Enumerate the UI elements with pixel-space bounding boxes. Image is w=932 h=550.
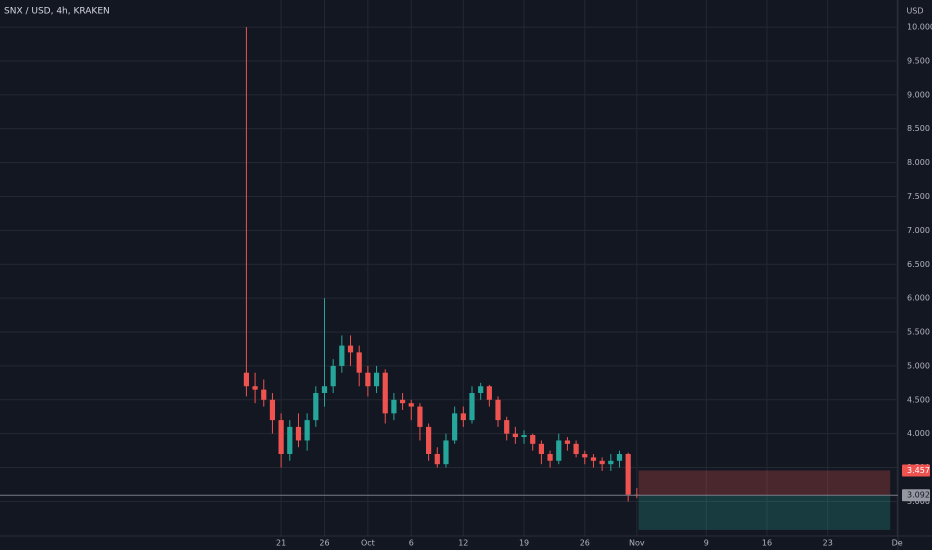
candle-body [547, 454, 553, 461]
x-tick-label: 9 [704, 539, 709, 548]
candle-body [399, 399, 406, 404]
candle-body [434, 454, 440, 465]
target-zone [638, 495, 891, 530]
candle-body [590, 457, 597, 461]
x-tick-label: 12 [458, 539, 468, 548]
candle-body [321, 386, 328, 394]
last-price-label: 3.092 [907, 491, 930, 500]
y-tick-label: 7.500 [907, 192, 930, 201]
y-tick-label: 6.500 [907, 260, 930, 269]
y-tick-label: 9.500 [907, 56, 930, 65]
candles [243, 27, 640, 502]
candle-body [347, 345, 354, 353]
x-tick-label: Oct [361, 539, 375, 548]
candle-body [313, 393, 319, 421]
x-tick-label: 16 [762, 539, 772, 548]
x-tick-label: 6 [409, 539, 414, 548]
axes: 3.0003.5004.0004.5005.0005.5006.0006.500… [0, 23, 932, 548]
candle-body [495, 399, 501, 421]
candle-body [330, 365, 336, 387]
candle-body [408, 403, 414, 407]
candle-body [599, 460, 605, 465]
candle-body [426, 426, 432, 455]
candle-body [278, 420, 284, 455]
candle-body [486, 386, 492, 400]
candle-body [530, 435, 536, 444]
position-tool[interactable] [638, 470, 891, 530]
y-tick-label: 10.000 [907, 23, 932, 32]
candle-body [261, 389, 267, 400]
candle-body [382, 372, 388, 414]
candle-body [478, 386, 484, 394]
y-tick-label: 6.000 [907, 294, 930, 303]
y-axis-label: USD [906, 7, 923, 16]
candle-body [625, 454, 631, 495]
candle-body [521, 435, 527, 438]
x-tick-label: Nov [629, 539, 645, 548]
x-tick-label: 26 [319, 539, 329, 548]
stop-price-label: 3.457 [907, 466, 930, 475]
candle-body [295, 426, 302, 441]
candle-body [504, 420, 510, 434]
y-tick-label: 5.500 [907, 328, 930, 337]
y-tick-label: 9.000 [907, 90, 930, 99]
y-tick-label: 8.500 [907, 124, 930, 133]
x-tick-label: 21 [276, 539, 286, 548]
candle-body [269, 399, 276, 421]
candle-body [391, 399, 397, 414]
candle-body [582, 454, 588, 458]
stop-zone [638, 470, 891, 496]
candle-body [417, 406, 423, 427]
candle-body [243, 372, 250, 387]
candle-body [573, 443, 579, 455]
candle-body [512, 433, 518, 438]
candle-body [356, 352, 362, 373]
candle-body [616, 454, 623, 461]
candle-body [339, 345, 345, 366]
chart-title: SNX / USD, 4h, KRAKEN [4, 7, 110, 17]
y-tick-label: 5.000 [907, 361, 930, 370]
y-tick-label: 7.000 [907, 226, 930, 235]
x-tick-label: 19 [519, 539, 529, 548]
y-tick-label: 8.000 [907, 158, 930, 167]
candle-body [452, 413, 458, 441]
candle-body [460, 413, 466, 421]
x-tick-label: 23 [823, 539, 833, 548]
y-tick-label: 4.000 [907, 429, 930, 438]
x-tick-label: De [892, 539, 903, 548]
candle-body [443, 440, 449, 465]
grid [0, 0, 898, 536]
last-price-tag [902, 489, 930, 502]
stop-price-tag [902, 464, 930, 477]
candle-body [287, 426, 293, 455]
candle-body [556, 440, 562, 461]
candle-body [538, 443, 545, 455]
x-tick-label: 26 [580, 539, 590, 548]
y-tick-label: 4.500 [907, 395, 930, 404]
candle-body [373, 372, 380, 387]
candle-body [608, 460, 614, 465]
y-tick-label: 3.000 [907, 497, 930, 506]
candle-body [564, 440, 571, 444]
candle-body [304, 420, 310, 441]
candle-body [252, 386, 258, 390]
candle-body [365, 372, 371, 387]
candle-body [469, 393, 475, 421]
